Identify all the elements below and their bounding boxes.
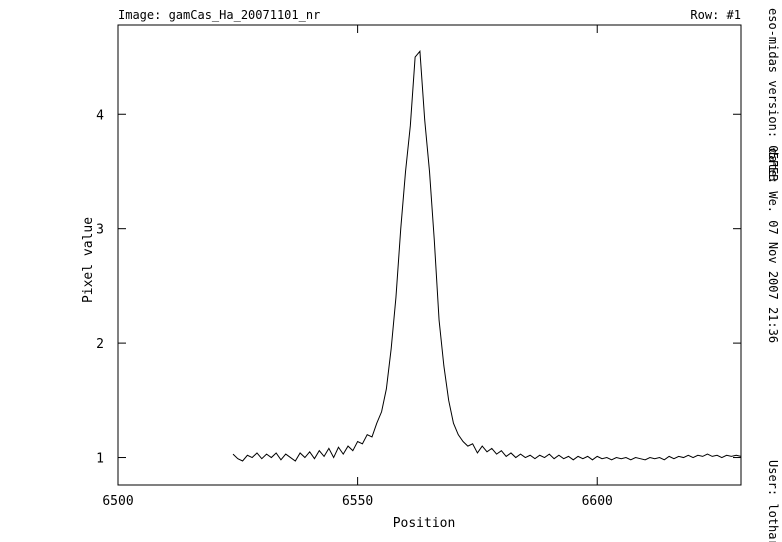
y-tick-label: 3 bbox=[96, 223, 104, 238]
y-tick-label: 1 bbox=[96, 452, 104, 467]
x-tick-label: 6550 bbox=[342, 494, 373, 509]
version-note: eso-midas version: 05FEB bbox=[766, 8, 780, 181]
plot-frame bbox=[117, 24, 742, 486]
x-tick-label: 6600 bbox=[582, 494, 613, 509]
data-line bbox=[232, 50, 742, 462]
user-note: User: lothar bbox=[766, 460, 780, 542]
row-label: Row: #1 bbox=[690, 8, 741, 22]
y-tick-label: 4 bbox=[96, 108, 104, 123]
y-axis-label: Pixel value bbox=[81, 217, 96, 303]
date-note: date: We. 07 Nov 2007 21:36 bbox=[766, 148, 780, 343]
x-tick-label: 6500 bbox=[102, 494, 133, 509]
x-axis-label: Position bbox=[393, 516, 456, 531]
y-tick-label: 2 bbox=[96, 337, 104, 352]
chart-title: Image: gamCas_Ha_20071101_nr bbox=[118, 8, 320, 22]
